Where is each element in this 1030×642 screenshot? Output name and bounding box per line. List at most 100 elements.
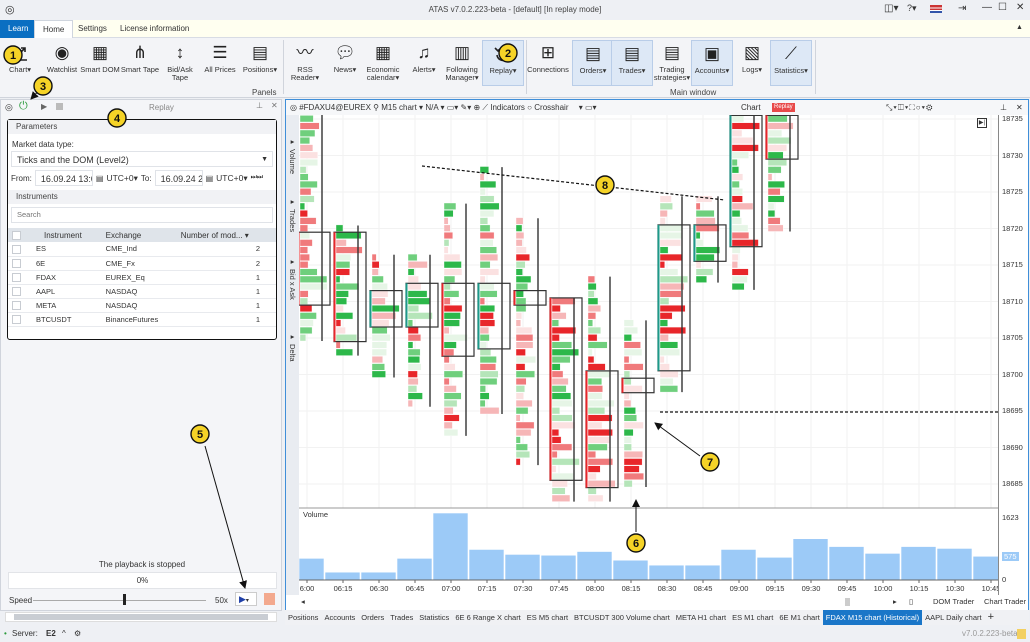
column-exchange[interactable]: Exchange [101, 228, 181, 242]
footprint-candle-07:30[interactable] [513, 217, 547, 466]
tab-home[interactable]: Home [34, 20, 74, 38]
row-checkbox[interactable] [12, 258, 21, 268]
footprint-candle-07:15[interactable] [477, 166, 511, 415]
close-icon[interactable]: ✕ [1016, 2, 1025, 13]
ribbon-button-following-manager[interactable]: ▥ Following Manager▾ [441, 40, 483, 86]
bottom-tab[interactable]: ES M1 chart [732, 613, 774, 622]
instrument-row[interactable]: AAPL NASDAQ 1 [8, 284, 276, 299]
price-axis[interactable]: 18735 18730 18725 18720 18715 18710 18705 18700… [998, 114, 1028, 595]
chart-scrollbar[interactable]: ◂ ▸ ▯ DOM Trader Chart Trader [287, 596, 1027, 608]
footprint-candle-08:30[interactable] [657, 195, 691, 393]
ribbon-button-accounts[interactable]: ▣ Accounts▾ [691, 40, 733, 86]
dom-trader-button[interactable]: DOM Trader [933, 597, 975, 606]
footprint-candle-08:45[interactable] [693, 195, 727, 283]
ribbon-button-alerts[interactable]: ♫ Alerts▾ [403, 40, 445, 86]
bottom-tab[interactable]: BTCUSDT 300 Volume chart [574, 613, 670, 622]
instrument-search-input[interactable] [11, 207, 273, 223]
bottom-tab[interactable]: Positions [288, 613, 319, 622]
select-all-checkbox[interactable] [12, 230, 21, 240]
collapse-ribbon-icon[interactable]: ▲ [1016, 24, 1023, 31]
ribbon-button-smart-tape[interactable]: ⋔ Smart Tape [119, 40, 161, 86]
language-flag-icon[interactable] [930, 5, 942, 13]
bottom-tab[interactable]: ES M5 chart [526, 613, 569, 622]
speed-slider-handle[interactable] [123, 594, 126, 605]
instrument-row[interactable]: FDAX EUREX_Eq 1 [8, 270, 276, 285]
calendar-icon[interactable]: ▤ [205, 173, 214, 183]
row-checkbox[interactable] [12, 244, 21, 254]
row-checkbox[interactable] [12, 286, 21, 296]
column-instrument[interactable]: Instrument [32, 228, 102, 242]
skip-forward-icon[interactable]: ⏭⏭ [250, 174, 264, 181]
footprint-candle-09:15[interactable] [765, 115, 799, 232]
to-timezone-select[interactable]: UTC+0▾ [216, 172, 248, 183]
zoom-icon[interactable]: ⊕ [473, 103, 481, 112]
chart-trader-button[interactable]: Chart Trader [984, 597, 1027, 606]
help-icon[interactable]: ?▾ [907, 3, 917, 13]
to-date-input[interactable]: 16.09.24 20:00 [154, 170, 203, 186]
maximize-icon[interactable]: ☐ [998, 2, 1007, 13]
scroll-left-icon[interactable]: ◂ [301, 597, 305, 606]
na-selector[interactable]: N/A ▾ [425, 103, 445, 112]
horizontal-scrollbar[interactable] [5, 612, 277, 622]
ribbon-button-positions[interactable]: ▤ Positions▾ [239, 40, 281, 86]
camera-icon[interactable]: ◫▾ [884, 3, 899, 14]
pin-icon[interactable]: ⊥ [256, 101, 263, 110]
close-panel-icon[interactable]: ✕ [271, 101, 278, 110]
bottom-tab[interactable]: Accounts [324, 613, 356, 622]
server-value[interactable]: E2 [46, 629, 56, 638]
speed-slider[interactable] [33, 600, 206, 601]
ribbon-button-logs[interactable]: ▧ Logs▾ [731, 40, 773, 86]
cluster-mode-volume[interactable]: Volume [288, 149, 297, 175]
instrument-row[interactable]: META NASDAQ 1 [8, 298, 276, 313]
footprint-candle-07:00[interactable] [441, 202, 475, 437]
expand-icon[interactable]: ▸ [288, 332, 297, 341]
template-icon[interactable]: ▭▾ [446, 103, 459, 112]
footprint-chart[interactable]: 6:00 06:15 06:30 06:45 07:00 07:15 07:30 07:45 0… [299, 115, 998, 595]
ribbon-button-orders[interactable]: ▤ Orders▾ [572, 40, 614, 86]
bottom-tab[interactable]: META H1 chart [675, 613, 727, 622]
ribbon-button-watchlist[interactable]: ◉ Watchlist [41, 40, 83, 86]
footprint-candle-06:30[interactable] [369, 253, 403, 378]
column-number-of-modes[interactable]: Number of mod... ▾ [180, 228, 276, 242]
footprint-candle-06:45[interactable] [405, 253, 439, 407]
ribbon-button-rss-reader[interactable]: 〰 RSS Reader▾ [284, 40, 326, 86]
cluster-mode-bid-x-ask[interactable]: Bid x Ask [288, 269, 297, 300]
minimize-icon[interactable]: — [982, 2, 992, 13]
footprint-candle-09:00[interactable] [729, 115, 763, 291]
from-timezone-select[interactable]: UTC+0▾ [106, 172, 138, 183]
expand-icon[interactable]: ▸ [288, 137, 297, 146]
play-button[interactable]: ▶▾ [235, 592, 257, 606]
calendar-icon[interactable]: ▤ [95, 173, 104, 183]
instrument-row[interactable]: BTCUSDT BinanceFutures 1 [8, 312, 276, 327]
bottom-tab[interactable]: 6E 6 Range X chart [455, 613, 521, 622]
footprint-candle-06:00[interactable] [299, 115, 331, 342]
instrument-selector[interactable]: #FDAXU4@EUREX [299, 103, 371, 112]
notification-icon[interactable] [1017, 629, 1026, 639]
scroll-thumb[interactable] [845, 598, 850, 606]
pencil-icon[interactable]: ✎▾ [460, 103, 472, 112]
instrument-row[interactable]: ES CME_Ind 2 [8, 242, 276, 257]
ribbon-button-news[interactable]: 💬︎ News▾ [324, 40, 366, 86]
stop-icon[interactable] [56, 103, 63, 110]
connection-icon[interactable]: ◎ [5, 102, 13, 112]
ribbon-button-economic-calendar[interactable]: ▦ Economic calendar▾ [362, 40, 404, 86]
window-layout-icon[interactable]: ▾ ▭▾ [578, 103, 597, 112]
ribbon-button-replay[interactable]: Replay▾ [482, 40, 524, 86]
footprint-candle-06:15[interactable] [333, 224, 367, 356]
scroll-right-icon[interactable]: ▸ [893, 597, 897, 606]
expand-icon[interactable]: ▸ [288, 197, 297, 206]
ribbon-button-connections[interactable]: ⊞ Connections [527, 40, 569, 86]
power-icon[interactable]: ⏻ [19, 100, 28, 112]
connection-icon[interactable]: ◎ [290, 103, 297, 112]
from-date-input[interactable]: 16.09.24 13:00 [34, 170, 93, 186]
indicators-button[interactable]: ⟋ Indicators [482, 103, 525, 112]
tab-license-information[interactable]: License information [120, 24, 190, 33]
ribbon-button-all-prices[interactable]: ☰ All Prices [199, 40, 241, 86]
tab-settings[interactable]: Settings [78, 24, 107, 33]
pin-icon[interactable]: ⇥ [958, 3, 967, 14]
row-checkbox[interactable] [12, 272, 21, 282]
footprint-candle-08:00[interactable] [585, 275, 619, 502]
ribbon-button-trading-strategies[interactable]: ▤ Trading strategies▾ [651, 40, 693, 86]
add-tab-icon[interactable]: + [987, 611, 995, 623]
row-checkbox[interactable] [12, 314, 21, 324]
